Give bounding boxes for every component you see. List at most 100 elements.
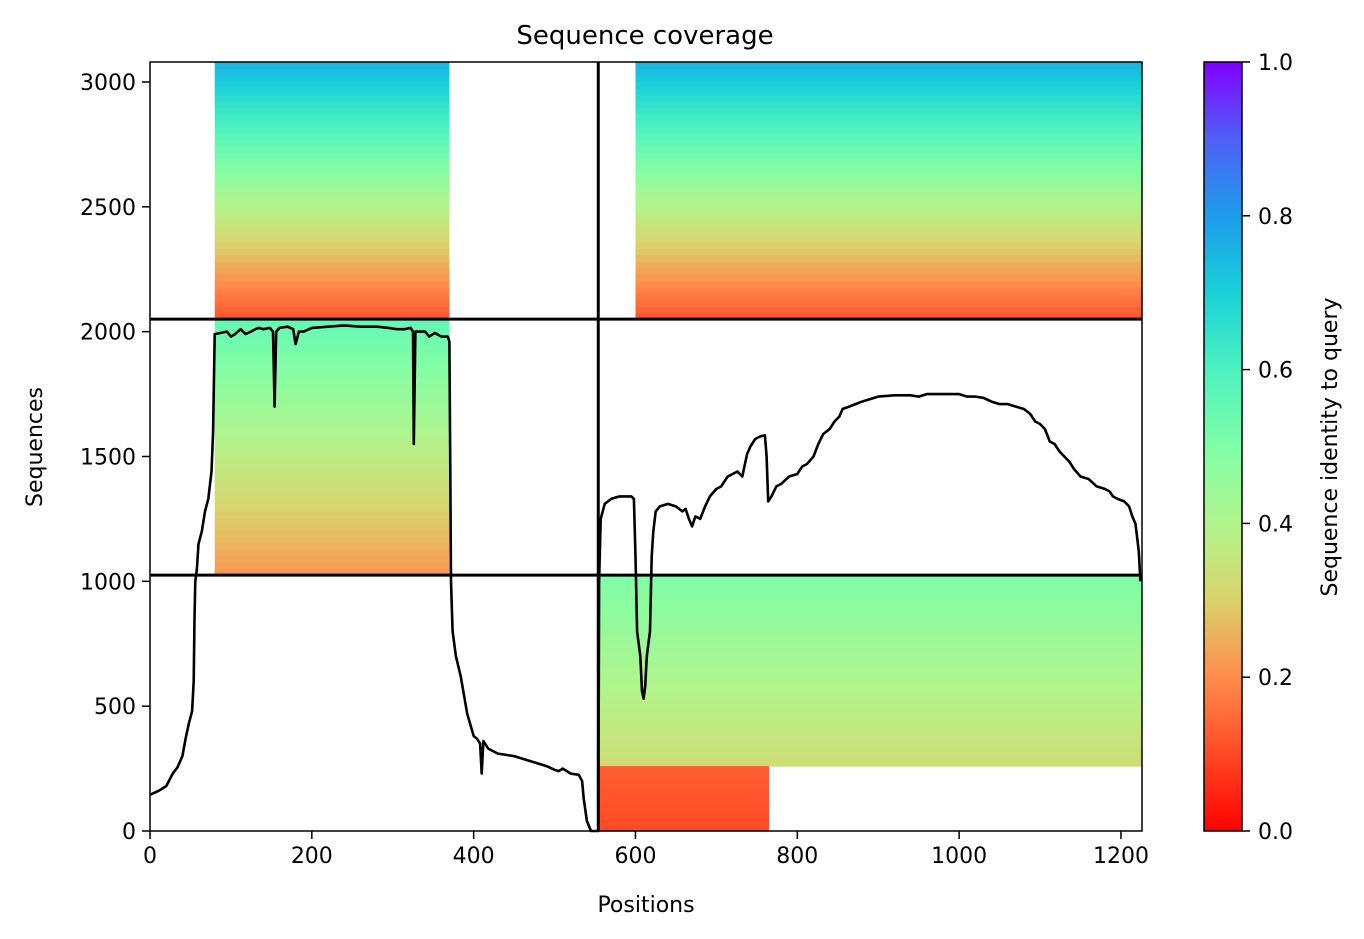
heatmap-band	[214, 370, 450, 378]
heatmap-band	[598, 761, 1142, 767]
heatmap-band	[635, 152, 1142, 160]
heatmap-band	[598, 785, 769, 788]
heatmap-band	[598, 766, 769, 769]
heatmap-band	[635, 299, 1142, 307]
heatmap-band	[214, 299, 450, 307]
heatmap-band	[635, 184, 1142, 192]
heatmap-band	[214, 203, 450, 211]
heatmap-band	[598, 792, 769, 795]
heatmap-band	[635, 171, 1142, 179]
colorbar-tick-label: 0.4	[1258, 512, 1293, 537]
heatmap-band	[635, 87, 1142, 95]
heatmap-band	[598, 782, 769, 785]
heatmap-band	[635, 261, 1142, 269]
heatmap-band	[598, 594, 1142, 600]
plot-frame	[149, 61, 1143, 832]
heatmap-band	[635, 229, 1142, 237]
heatmap-band	[598, 783, 769, 787]
heatmap-band	[598, 821, 769, 824]
heatmap-band	[214, 242, 450, 250]
heatmap-band	[598, 818, 769, 821]
heatmap-band	[598, 790, 769, 793]
heatmap-band	[598, 806, 769, 809]
heatmap-band	[214, 152, 450, 160]
heatmap-band	[214, 504, 450, 512]
x-tick-label: 200	[291, 844, 333, 869]
heatmap-band	[214, 479, 450, 487]
heatmap-band	[598, 589, 1142, 595]
heatmap-band	[214, 331, 450, 339]
heatmap-band	[598, 694, 1142, 700]
heatmap-block-middle-left	[214, 319, 450, 576]
heatmap-band	[598, 575, 1142, 581]
heatmap-band	[635, 126, 1142, 134]
heatmap-band	[214, 139, 450, 147]
heatmap-band	[214, 62, 450, 70]
heatmap-band	[598, 708, 1142, 715]
heatmap-band	[598, 796, 769, 800]
heatmap-band	[598, 723, 1142, 729]
heatmap-band	[598, 803, 769, 806]
heatmap-band	[598, 656, 1142, 662]
heatmap-band	[598, 813, 769, 816]
heatmap-band	[598, 665, 1142, 672]
heatmap-band	[598, 808, 769, 811]
heatmap-band	[635, 248, 1142, 256]
heatmap-band	[598, 641, 1142, 648]
heatmap-band	[598, 787, 769, 790]
heatmap-band	[598, 603, 1142, 610]
heatmap-band	[598, 811, 769, 814]
heatmap-band	[214, 254, 450, 262]
heatmap-band	[598, 777, 769, 780]
heatmap-band	[214, 216, 450, 224]
heatmap-band	[214, 357, 450, 365]
heatmap-band	[598, 751, 1142, 758]
x-tick-label: 400	[453, 844, 495, 869]
heatmap-band	[214, 459, 450, 467]
heatmap-band	[214, 536, 450, 544]
heatmap-band	[214, 287, 450, 295]
heatmap-band	[598, 780, 769, 783]
heatmap-band	[214, 145, 450, 153]
heatmap-band	[598, 675, 1142, 681]
x-tick-label: 800	[776, 844, 818, 869]
y-axis-label: Sequences	[23, 387, 48, 507]
heatmap-band	[598, 742, 1142, 748]
colorbar-tick-label: 0.8	[1258, 205, 1293, 230]
heatmap-band	[214, 113, 450, 121]
heatmap-band	[598, 779, 769, 782]
heatmap-band	[635, 132, 1142, 140]
heatmap-band	[598, 584, 1142, 591]
heatmap-band	[598, 684, 1142, 691]
heatmap-band	[598, 793, 769, 796]
heatmap-band	[214, 344, 450, 352]
heatmap-band	[635, 306, 1142, 314]
heatmap-band	[598, 579, 1142, 586]
heatmap-band	[214, 68, 450, 76]
colorbar-tick-label: 0.0	[1258, 820, 1293, 845]
heatmap-band	[214, 434, 450, 442]
heatmap-band	[635, 62, 1142, 70]
heatmap-band	[214, 100, 450, 108]
heatmap-band	[214, 498, 450, 506]
heatmap-band	[598, 637, 1142, 643]
heatmap-band	[635, 267, 1142, 275]
heatmap-band	[214, 363, 450, 371]
heatmap-band	[598, 632, 1142, 638]
heatmap-band	[214, 568, 450, 576]
heatmap-band	[214, 312, 450, 320]
heatmap-band	[214, 248, 450, 256]
heatmap-band	[214, 280, 450, 288]
heatmap-band	[214, 351, 450, 359]
heatmap-band	[598, 805, 769, 808]
heatmap-band	[214, 466, 450, 474]
heatmap-band	[214, 222, 450, 230]
heatmap-band	[214, 132, 450, 140]
heatmap-band	[635, 164, 1142, 172]
y-tick-label: 1500	[80, 445, 136, 470]
heatmap-band	[214, 197, 450, 205]
colorbar-label: Sequence identity to query	[1318, 297, 1343, 596]
heatmap-band	[635, 254, 1142, 262]
heatmap-band	[598, 613, 1142, 619]
heatmap-band	[214, 530, 450, 538]
